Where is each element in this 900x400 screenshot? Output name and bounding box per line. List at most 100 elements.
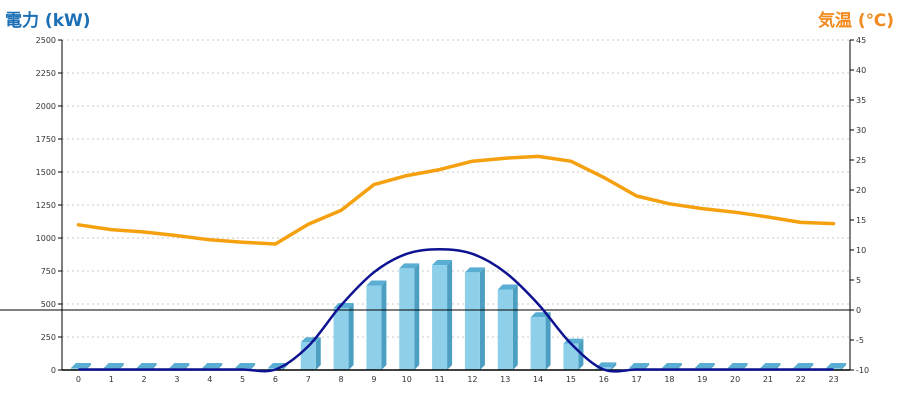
right-tick-label: 40: [856, 66, 866, 75]
x-tick-label: 7: [306, 375, 311, 384]
x-tick-label: 10: [402, 375, 412, 384]
x-tick-label: 12: [467, 375, 477, 384]
right-tick-label: 45: [856, 36, 866, 45]
left-tick-label: 1500: [36, 168, 56, 177]
power-bar-face: [399, 268, 415, 370]
power-bar: [497, 284, 518, 370]
left-tick-label: 0: [51, 366, 56, 375]
left-tick-label: 1000: [36, 234, 56, 243]
power-bar: [366, 280, 387, 370]
power-bar-top: [366, 280, 387, 286]
power-bar: [333, 302, 354, 370]
x-tick-label: 3: [174, 375, 179, 384]
x-tick-label: 23: [828, 375, 838, 384]
x-tick-label: 16: [599, 375, 609, 384]
power-bar: [432, 260, 453, 370]
x-tick-label: 9: [371, 375, 376, 384]
temperature-line: [76, 154, 836, 246]
power-bar-top: [760, 363, 781, 368]
x-tick-label: 17: [631, 375, 641, 384]
x-tick-label: 14: [533, 375, 543, 384]
left-tick-label: 500: [41, 300, 56, 309]
right-tick-label: 25: [856, 156, 866, 165]
power-bar-side: [512, 284, 518, 370]
x-tick-label: 21: [763, 375, 773, 384]
power-bar-top: [629, 363, 650, 368]
x-tick-label: 5: [240, 375, 245, 384]
power-bar-top: [169, 363, 190, 368]
power-bar-side: [250, 363, 256, 370]
tick-labels: 02505007501000125015001750200022502500-1…: [36, 36, 869, 384]
right-tick-label: 20: [856, 186, 866, 195]
x-tick-label: 22: [796, 375, 806, 384]
power-bar-face: [333, 307, 349, 370]
right-tick-label: 10: [856, 246, 866, 255]
power-bar: [464, 267, 485, 370]
power-bar: [399, 263, 420, 370]
power-curve-line: [78, 247, 834, 373]
power-bar-face: [464, 272, 480, 370]
power-bar-top: [235, 363, 256, 368]
power-bar-top: [202, 363, 223, 368]
power-bar-side: [545, 312, 551, 370]
x-tick-label: 20: [730, 375, 740, 384]
right-tick-label: 0: [856, 306, 861, 315]
x-tick-label: 6: [273, 375, 278, 384]
power-bar-side: [447, 260, 453, 370]
power-bars: [70, 260, 847, 370]
x-tick-label: 13: [500, 375, 510, 384]
power-bar-top: [596, 362, 617, 368]
right-tick-label: 15: [856, 216, 866, 225]
power-bar-face: [432, 265, 448, 370]
power-bar-side: [841, 363, 847, 370]
power-bar-side: [414, 263, 420, 370]
right-tick-label: 35: [856, 96, 866, 105]
power-bar-side: [315, 337, 321, 370]
left-tick-label: 2250: [36, 69, 56, 78]
x-tick-label: 1: [109, 375, 114, 384]
series-lines: [76, 154, 836, 373]
power-bar-face: [366, 285, 382, 370]
x-tick-label: 15: [566, 375, 576, 384]
power-bar-top: [694, 363, 715, 368]
power-bar-face: [563, 343, 579, 370]
x-tick-label: 2: [142, 375, 147, 384]
x-tick-label: 0: [76, 375, 81, 384]
power-bar-top: [432, 260, 453, 266]
power-bar-face: [497, 289, 513, 370]
power-bar: [530, 312, 551, 370]
power-bar-top: [826, 363, 847, 368]
left-tick-label: 1250: [36, 201, 56, 210]
power-bar-side: [381, 280, 387, 370]
left-tick-label: 1750: [36, 135, 56, 144]
left-tick-label: 250: [41, 333, 56, 342]
power-bar-top: [70, 363, 91, 368]
x-tick-label: 19: [697, 375, 707, 384]
power-bar-top: [497, 284, 518, 290]
x-tick-label: 18: [664, 375, 674, 384]
power-bar-side: [479, 267, 485, 370]
left-tick-label: 2500: [36, 36, 56, 45]
power-bar-side: [348, 302, 354, 370]
x-tick-label: 11: [434, 375, 444, 384]
right-tick-label: 5: [856, 276, 861, 285]
left-tick-label: 750: [41, 267, 56, 276]
power-bar-top: [661, 363, 682, 368]
power-bar-top: [727, 363, 748, 368]
x-tick-label: 8: [339, 375, 344, 384]
grid-lines: [62, 39, 850, 338]
power-bar-top: [103, 363, 124, 368]
power-bar-face: [530, 317, 546, 370]
right-tick-label: -10: [856, 366, 869, 375]
x-tick-label: 4: [207, 375, 212, 384]
left-tick-label: 2000: [36, 102, 56, 111]
power-bar-top: [793, 363, 814, 368]
power-bar-top: [136, 363, 157, 368]
left-axis-title: 電力 (kW): [5, 11, 91, 31]
power-bar-top: [464, 267, 485, 273]
power-bar-side: [611, 362, 617, 370]
right-tick-label: 30: [856, 126, 866, 135]
right-axis-title: 気温 (℃): [817, 11, 894, 31]
power-bar-top: [399, 263, 420, 269]
